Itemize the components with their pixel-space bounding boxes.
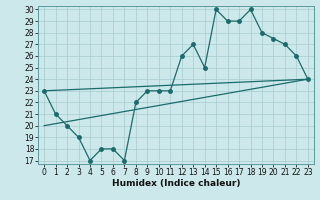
- X-axis label: Humidex (Indice chaleur): Humidex (Indice chaleur): [112, 179, 240, 188]
